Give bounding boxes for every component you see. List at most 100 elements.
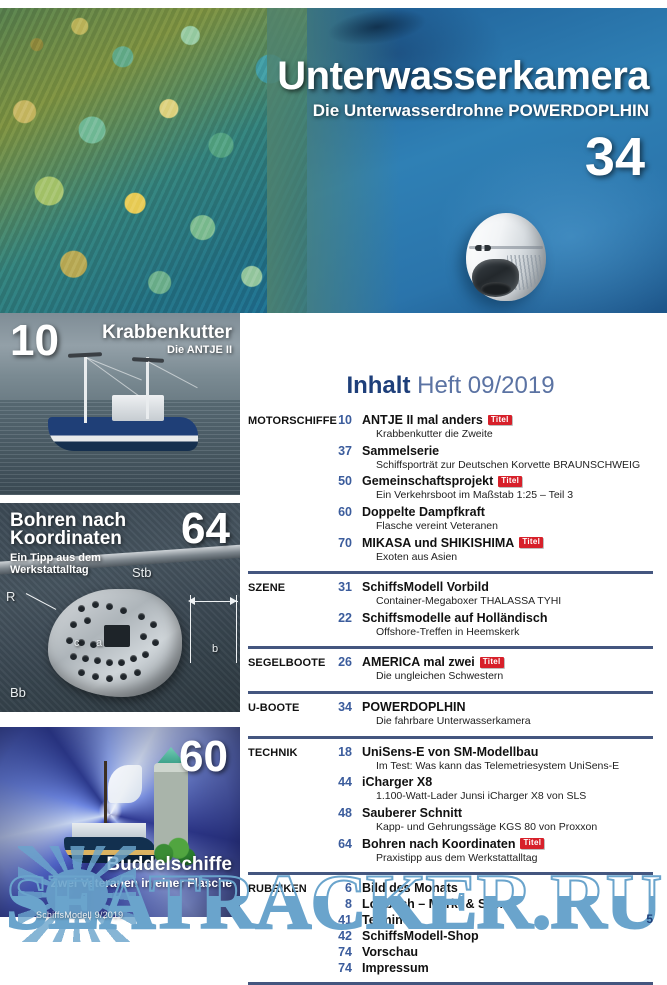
hero-coral-reef <box>0 8 307 313</box>
toc-entry-page[interactable]: 41 <box>338 913 352 928</box>
toc-row[interactable]: MOTORSCHIFFE50GemeinschaftsprojektTitelE… <box>248 473 653 504</box>
toc-entry-page[interactable]: 48 <box>338 806 352 821</box>
hero-subtitle: Die Unterwasserdrohne POWERDOPLHIN <box>312 101 649 120</box>
feature-card-buddelschiffe[interactable]: 60 Buddelschiffe Zwei Veteranen in einer… <box>0 727 240 917</box>
drilled-metal-plate <box>48 589 182 697</box>
toc-entry: Bohren nach Koordinaten Titel Praxistipp a… <box>362 836 653 867</box>
toc-entry-title[interactable]: Bild des Monats <box>362 881 458 896</box>
toc-entry-title[interactable]: Vorschau <box>362 945 419 960</box>
toc-entry-title[interactable]: Sauberer Schnitt <box>362 806 463 821</box>
fishing-boat-hull <box>48 417 198 451</box>
card-title-line1: Bohren nach <box>10 510 127 531</box>
fishing-boat-wheelhouse <box>112 395 164 421</box>
toc-section-label: RUBRIKEN <box>248 883 307 896</box>
hero-page-number: 34 <box>584 127 645 187</box>
toc-row[interactable]: MOTORSCHIFFE60Doppelte DampfkraftFlasche… <box>248 504 653 535</box>
toc-entry-page[interactable]: 31 <box>338 580 352 595</box>
toc-entry-title-line: Logbuch – Markt & Szene <box>362 896 653 912</box>
toc-entry-title-line: ANTJE II mal anders Titel <box>362 412 653 428</box>
card-subtitle-line1: Ein Tipp aus dem <box>10 552 101 564</box>
toc-entry-page[interactable]: 34 <box>338 700 352 715</box>
toc-row[interactable]: SEGELBOOTE 26 AMERICA mal zwei Titel Die ung… <box>248 654 653 685</box>
feature-card-krabbenkutter[interactable]: 10 Krabbenkutter Die ANTJE II <box>0 313 240 495</box>
toc-entry-page[interactable]: 26 <box>338 655 352 670</box>
toc-entry-title[interactable]: ANTJE II mal anders <box>362 413 483 427</box>
toc-entry-title-line: Schiffsmodelle auf Holländisch <box>362 610 653 626</box>
toc-entry-page[interactable]: 70 <box>338 535 352 550</box>
toc-row[interactable]: TECHNIK44iCharger X81.100-Watt-Lader Jun… <box>248 774 653 805</box>
toc-entry-page[interactable]: 42 <box>338 929 352 944</box>
toc-section-motorschiffe: MOTORSCHIFFE 10 ANTJE II mal anders Titel Kr… <box>248 412 653 565</box>
toc-entry-title[interactable]: AMERICA mal zwei <box>362 655 475 670</box>
toc-entry-title-line: UniSens-E von SM-Modellbau <box>362 744 653 760</box>
toc-entry-title-line: iCharger X8 <box>362 774 653 790</box>
feature-card-bohren-nach-koordinaten[interactable]: Stb Bb R a b c Bohren nach Koordinaten E… <box>0 503 240 712</box>
toc-entry-title[interactable]: Sammelserie <box>362 443 440 458</box>
toc-entry-page[interactable]: 44 <box>338 775 352 790</box>
toc-entry-page[interactable]: 22 <box>338 610 352 625</box>
toc-entry-title[interactable]: MIKASA und SHIKISHIMA <box>362 535 515 550</box>
card-page-number: 64 <box>181 504 230 553</box>
toc-entry-title[interactable]: Gemeinschaftsprojekt <box>362 474 494 489</box>
toc-entry-title[interactable]: Termine <box>362 913 410 928</box>
toc-row[interactable]: RUBRIKEN74Vorschau <box>248 944 653 960</box>
toc-entry-title[interactable]: Schiffsmodelle auf Holländisch <box>362 610 548 625</box>
toc-row[interactable]: TECHNIK 18 UniSens-E von SM-Modellbau Im Te… <box>248 744 653 775</box>
toc-entry-title-line: Sauberer Schnitt <box>362 805 653 821</box>
toc-entry-page[interactable]: 60 <box>338 504 352 519</box>
toc-row[interactable]: SZENE22Schiffsmodelle auf HolländischOff… <box>248 610 653 641</box>
toc-entry-title[interactable]: Bohren nach Koordinaten <box>362 836 516 851</box>
toc-entry-subtitle: Die fahrbare Unterwasserkamera <box>376 715 531 728</box>
toc-entry-subtitle: Im Test: Was kann das Telemetriesystem U… <box>376 759 620 772</box>
toc-row[interactable]: RUBRIKEN41Termine <box>248 912 653 928</box>
toc-row[interactable]: U-BOOTE 34 POWERDOPLHIN Die fahrbare Unterw… <box>248 699 653 730</box>
toc-entry-title[interactable]: Doppelte Dampfkraft <box>362 504 485 519</box>
card-title: Krabbenkutter <box>102 322 232 343</box>
toc-entry-subtitle: Offshore-Treffen in Heemskerk <box>376 625 520 638</box>
toc-entry-title[interactable]: SchiffsModell-Shop <box>362 929 479 944</box>
drone-camera-lens <box>472 258 519 298</box>
toc-row[interactable]: SZENE 31 SchiffsModell Vorbild Container-Me… <box>248 579 653 610</box>
footer-magazine-label: SchiffsModell 9/2019 <box>36 910 124 920</box>
toc-entry-title[interactable]: Logbuch – Markt & Szene <box>362 897 515 912</box>
toc-entry: Impressum <box>362 960 653 976</box>
toc-row[interactable]: MOTORSCHIFFE70MIKASA und SHIKISHIMATitel… <box>248 535 653 566</box>
toc-entry-title[interactable]: iCharger X8 <box>362 775 433 790</box>
toc-row[interactable]: RUBRIKEN74Impressum <box>248 960 653 976</box>
toc-row[interactable]: RUBRIKEN 6 Bild des Monats <box>248 880 653 896</box>
toc-entry: iCharger X8 1.100-Watt-Lader Junsi iCharg… <box>362 774 653 805</box>
dimension-arrowhead-right <box>230 597 237 605</box>
toc-entry-title[interactable]: SchiffsModell Vorbild <box>362 580 489 595</box>
toc-row[interactable]: MOTORSCHIFFE 10 ANTJE II mal anders Titel Kr… <box>248 412 653 443</box>
toc-entry-title-line: SchiffsModell-Shop <box>362 928 653 944</box>
toc-entry-title[interactable]: POWERDOPLHIN <box>362 700 466 715</box>
toc-entry-page[interactable]: 50 <box>338 474 352 489</box>
toc-row[interactable]: RUBRIKEN42SchiffsModell-Shop <box>248 928 653 944</box>
dimension-vline-left <box>190 595 191 663</box>
toc-entry-page[interactable]: 6 <box>345 881 352 896</box>
toc-entry-title-line: Gemeinschaftsprojekt Titel <box>362 473 653 489</box>
toc-section-szene: SZENE 31 SchiffsModell Vorbild Container-Me… <box>248 571 653 640</box>
bottle-ship-sail <box>108 765 142 803</box>
underwater-drone-icon <box>466 213 546 301</box>
drone-sensor-ports <box>474 244 491 251</box>
toc-section-technik: TECHNIK 18 UniSens-E von SM-Modellbau Im Te… <box>248 735 653 867</box>
toc-row[interactable]: RUBRIKEN8Logbuch – Markt & Szene <box>248 896 653 912</box>
titel-badge: Titel <box>498 475 523 487</box>
boat-mast-left <box>84 353 87 423</box>
toc-entry-page[interactable]: 8 <box>345 897 352 912</box>
toc-sections: MOTORSCHIFFE 10 ANTJE II mal anders Titel Kr… <box>248 412 653 976</box>
toc-row[interactable]: TECHNIK64Bohren nach KoordinatenTitelPra… <box>248 836 653 867</box>
toc-entry-page[interactable]: 18 <box>338 744 352 759</box>
hero-image-unterwasserkamera[interactable]: Unterwasserkamera Die Unterwasserdrohne … <box>0 8 667 313</box>
toc-entry-page[interactable]: 74 <box>338 945 352 960</box>
toc-entry-title[interactable]: UniSens-E von SM-Modellbau <box>362 744 539 759</box>
toc-entry-page[interactable]: 74 <box>338 961 352 976</box>
toc-entry-title[interactable]: Impressum <box>362 961 429 976</box>
hero-reef-edge <box>266 8 401 313</box>
toc-entry-page[interactable]: 64 <box>338 836 352 851</box>
toc-row[interactable]: MOTORSCHIFFE37SammelserieSchiffsporträt … <box>248 443 653 474</box>
toc-entry-page[interactable]: 10 <box>338 413 352 427</box>
toc-entry-page[interactable]: 37 <box>338 443 352 458</box>
